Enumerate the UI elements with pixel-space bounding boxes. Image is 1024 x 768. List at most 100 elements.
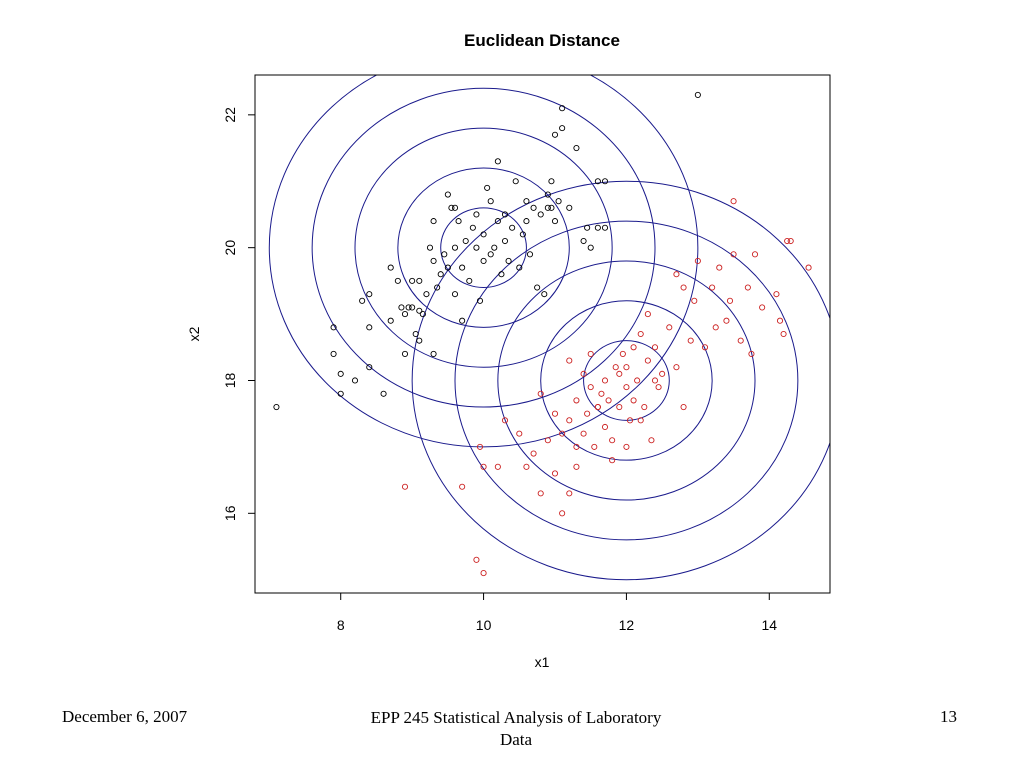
data-point-series-1 — [594, 178, 601, 185]
data-point-series-1 — [487, 251, 494, 258]
data-point-series-1 — [694, 91, 701, 98]
data-point-series-2 — [655, 384, 662, 391]
contour-circle-1-4 — [311, 87, 656, 408]
data-point-series-2 — [601, 423, 609, 431]
data-point-series-1 — [523, 198, 530, 205]
data-point-series-2 — [566, 490, 573, 497]
data-point-series-2 — [759, 304, 766, 311]
contour-circle-1-3 — [354, 127, 613, 368]
y-tick-label: 18 — [222, 372, 238, 388]
contour-circle-1-1 — [440, 207, 527, 289]
data-point-series-1 — [380, 390, 387, 397]
plot-frame — [254, 74, 831, 594]
data-point-series-2 — [587, 384, 594, 391]
data-point-series-2 — [726, 297, 734, 304]
data-point-series-1 — [330, 350, 337, 357]
data-point-series-2 — [537, 490, 544, 497]
data-point-series-1 — [476, 297, 484, 304]
axes: 8 10 12 14 16 18 20 22 — [222, 107, 777, 633]
data-point-series-2 — [587, 350, 594, 357]
data-point-series-2 — [709, 284, 716, 291]
data-point-series-1 — [491, 244, 498, 251]
data-point-series-2 — [730, 198, 737, 205]
data-point-series-1 — [448, 204, 455, 211]
data-point-series-2 — [701, 344, 709, 351]
data-point-series-2 — [573, 463, 580, 470]
data-point-series-1 — [601, 224, 609, 231]
data-point-series-1 — [444, 264, 451, 271]
data-point-series-1 — [544, 191, 551, 198]
data-point-series-1 — [416, 307, 423, 314]
data-point-series-2 — [584, 410, 591, 417]
data-point-series-1 — [337, 390, 344, 397]
data-point-series-2 — [773, 291, 780, 298]
data-point-series-1 — [366, 324, 373, 331]
data-point-series-1 — [416, 337, 423, 344]
data-point-series-1 — [480, 231, 487, 238]
data-point-series-1 — [405, 304, 412, 311]
data-point-series-1 — [484, 184, 491, 191]
data-point-series-1 — [394, 277, 401, 284]
data-point-series-1 — [423, 291, 430, 298]
y-tick-label: 22 — [222, 107, 238, 123]
data-point-series-2 — [623, 364, 630, 371]
data-point-series-1 — [501, 211, 509, 218]
contour-circle-1-2 — [397, 167, 570, 328]
footer-page-number: 13 — [940, 707, 957, 726]
data-point-series-2 — [673, 271, 680, 278]
data-point-series-2 — [480, 570, 487, 577]
data-point-series-2 — [712, 324, 719, 331]
data-point-series-1 — [516, 264, 523, 271]
data-point-series-2 — [776, 317, 784, 324]
data-point-series-2 — [780, 330, 787, 338]
data-point-series-1 — [530, 204, 537, 211]
data-point-series-1 — [459, 264, 466, 271]
data-point-series-2 — [566, 357, 573, 364]
data-point-series-2 — [680, 284, 687, 291]
data-point-series-1 — [480, 257, 487, 264]
data-point-series-2 — [551, 470, 559, 477]
data-point-series-1 — [430, 257, 437, 264]
data-point-series-1 — [337, 370, 344, 377]
data-point-series-1 — [451, 204, 459, 211]
data-point-series-1 — [434, 284, 441, 291]
data-point-series-2 — [573, 443, 580, 450]
data-point-series-2 — [516, 430, 523, 437]
data-point-series-1 — [526, 251, 534, 258]
data-point-series-2 — [559, 430, 566, 437]
data-point-series-2 — [480, 463, 487, 470]
data-point-series-2 — [680, 404, 687, 411]
data-point-series-1 — [366, 291, 373, 298]
data-point-series-2 — [551, 410, 559, 417]
data-point-series-2 — [748, 350, 755, 357]
data-point-series-1 — [409, 277, 416, 284]
x-tick-label: 14 — [761, 617, 777, 633]
data-point-series-2 — [651, 344, 659, 351]
data-point-series-2 — [591, 443, 598, 450]
data-point-series-2 — [787, 237, 794, 245]
data-point-series-2 — [630, 344, 637, 351]
data-point-series-1 — [501, 237, 509, 245]
data-point-series-2 — [644, 311, 651, 318]
contour-circle-1-5 — [268, 75, 699, 448]
data-point-series-2 — [637, 417, 644, 424]
data-point-series-2 — [566, 417, 573, 424]
data-point-series-1 — [551, 218, 559, 225]
data-point-series-2 — [601, 377, 609, 384]
data-point-series-1 — [559, 105, 566, 112]
data-point-series-1 — [409, 304, 416, 311]
data-point-series-2 — [623, 443, 630, 450]
data-point-series-2 — [630, 397, 637, 404]
data-point-series-1 — [534, 284, 541, 291]
data-point-series-2 — [594, 404, 601, 411]
y-tick-label: 20 — [222, 240, 238, 256]
data-point-series-1 — [559, 125, 566, 132]
data-point-series-1 — [469, 224, 476, 231]
data-points — [273, 91, 812, 577]
data-point-series-2 — [605, 397, 612, 404]
data-point-series-2 — [473, 556, 480, 563]
data-point-series-2 — [459, 483, 466, 490]
data-point-series-1 — [398, 304, 405, 311]
data-point-series-1 — [430, 350, 437, 357]
